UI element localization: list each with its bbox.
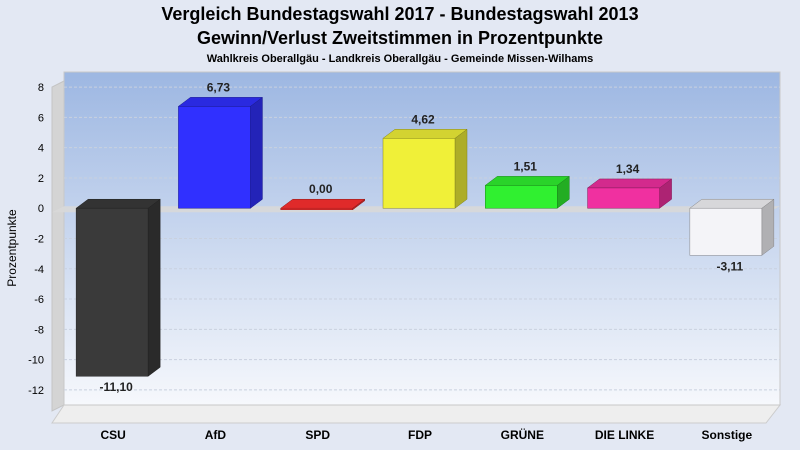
chart-title: Vergleich Bundestagswahl 2017 - Bundesta… (161, 4, 639, 24)
bar (280, 207, 353, 210)
y-tick-label: -6 (34, 294, 44, 306)
bar-csu (75, 198, 161, 377)
y-tick-label: -2 (34, 234, 44, 246)
value-label: 1,51 (514, 159, 538, 173)
y-tick-label: 6 (38, 112, 44, 124)
bar-top (689, 198, 775, 209)
y-tick-label: -10 (28, 355, 44, 367)
bar-spd (279, 198, 366, 211)
x-tick-label: Sonstige (702, 428, 753, 442)
plot-left-wall (51, 80, 65, 412)
bar (178, 106, 251, 209)
bar (382, 138, 456, 209)
bar-top (484, 176, 571, 186)
chart-subtitle: Gewinn/Verlust Zweitstimmen in Prozentpu… (196, 28, 604, 48)
bar (75, 207, 149, 377)
x-tick-label: AfD (205, 428, 227, 442)
bar-side (454, 128, 468, 209)
chart-region-subtitle: Wahlkreis Oberallgäu - Landkreis Oberall… (206, 53, 594, 65)
y-tick-label: -8 (34, 324, 44, 336)
y-tick-label: -4 (34, 264, 44, 276)
bar (587, 187, 660, 209)
x-tick-label: GRÜNE (501, 427, 544, 442)
value-label: -11,10 (99, 380, 133, 394)
value-label: 0,00 (309, 182, 333, 196)
bar-sonstige (689, 198, 775, 256)
x-tick-label: DIE LINKE (595, 428, 654, 442)
bar-afd (177, 96, 264, 209)
bar-die-linke (586, 178, 673, 209)
bar-side (761, 198, 775, 256)
plot-floor (51, 404, 782, 424)
bar-side (250, 96, 263, 209)
bar (485, 185, 558, 209)
bar (689, 207, 763, 256)
bar-side (147, 198, 161, 377)
x-tick-labels: CSU AfD SPD FDP GRÜNE DIE LINKE Sonstige (100, 427, 752, 442)
value-label: -3,11 (717, 259, 744, 273)
value-label: 4,62 (411, 112, 435, 126)
bar-top (75, 198, 161, 209)
bar-top (382, 129, 468, 139)
y-tick-label: 4 (38, 143, 44, 155)
y-tick-label: -12 (28, 385, 44, 397)
bar-fdp (382, 128, 468, 209)
y-tick-label: 2 (38, 173, 44, 185)
x-tick-label: FDP (408, 428, 432, 442)
x-tick-label: CSU (100, 428, 125, 442)
y-tick-labels: 8 6 4 2 0 -2 -4 -6 -8 -10 -12 (28, 82, 44, 397)
value-label: 1,34 (616, 162, 640, 176)
bars (75, 96, 775, 377)
y-tick-label: 0 (38, 203, 44, 215)
bar-top (586, 178, 673, 189)
y-tick-label: 8 (38, 82, 44, 94)
value-labels: -11,10 6,73 0,00 4,62 1,51 1,34 -3,11 (99, 80, 743, 394)
bar-top (279, 198, 366, 209)
value-label: 6,73 (207, 80, 231, 94)
bar-top (177, 97, 264, 107)
x-tick-label: SPD (305, 428, 330, 442)
bar-grüne (484, 175, 571, 209)
